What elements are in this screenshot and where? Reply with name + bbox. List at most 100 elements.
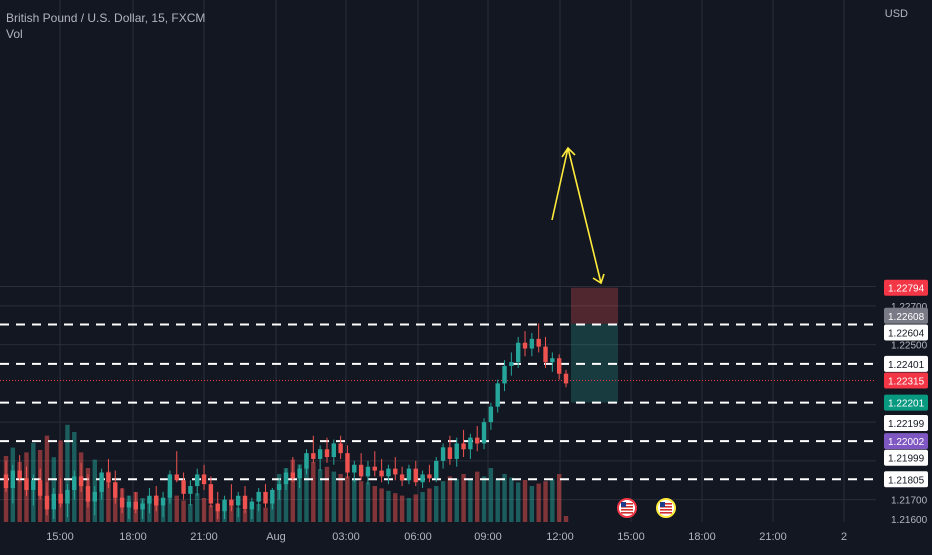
volume-bar (331, 471, 337, 522)
volume-bar (515, 482, 521, 522)
candle-body (304, 453, 309, 469)
candle-body (379, 470, 384, 477)
candle-body (536, 338, 541, 347)
level-price-label-box (884, 414, 928, 431)
candle-body (174, 474, 179, 481)
candle-body (488, 406, 494, 423)
candle-body (3, 474, 9, 489)
candle-body (543, 346, 548, 363)
volume-bar (317, 469, 323, 522)
time-tick-label: 12:00 (546, 531, 574, 543)
price-tick-label: 1.21600 (891, 515, 928, 526)
candle-body (78, 476, 84, 487)
time-tick-label: 2 (841, 531, 847, 543)
candle-body (201, 474, 207, 485)
volume-bar (256, 504, 261, 522)
level-price-label: 1.21805 (888, 475, 925, 486)
volume-bar (454, 478, 459, 522)
price-axis[interactable]: 1.228001.227001.225001.221001.219001.217… (876, 0, 932, 550)
candle-body (208, 484, 214, 504)
flag-stripe (660, 512, 672, 514)
candle-body (58, 493, 63, 504)
candle-body (461, 443, 466, 450)
time-tick-label: 06:00 (404, 531, 432, 543)
volume-bar (543, 481, 548, 522)
forecast-arrow-up (551, 147, 569, 221)
current-price-label: 1.22315 (888, 377, 925, 388)
candle-body (427, 474, 432, 479)
candle-body (215, 503, 220, 512)
volume-bar (461, 474, 466, 522)
time-tick-label: 03:00 (332, 531, 360, 543)
candle-body (509, 362, 514, 366)
flag-stripe (660, 509, 672, 511)
candle-body (447, 447, 453, 459)
volume-bar (495, 478, 500, 522)
forecast-arrows[interactable] (551, 146, 605, 285)
candle-body (140, 503, 145, 510)
volume-bar (420, 492, 425, 522)
volume-bar (563, 516, 569, 522)
candle-body (154, 495, 159, 506)
candle-body (99, 472, 104, 492)
candle-body (372, 466, 377, 471)
event-ring (617, 498, 637, 518)
flag-canton (660, 502, 665, 507)
stop-loss-price-label-box (884, 279, 928, 296)
us-flag-icon[interactable] (656, 498, 676, 518)
candle-body (386, 468, 391, 477)
flag-stripe (660, 503, 672, 505)
horizontal-levels[interactable] (0, 323, 876, 481)
candle-body (550, 358, 555, 363)
candle-body (317, 449, 323, 459)
candle-body (92, 491, 97, 502)
candle-body (324, 449, 330, 458)
level-price-label-box (884, 433, 928, 450)
forecast-arrow-down (567, 147, 602, 284)
candle-body (270, 489, 275, 504)
flag-stripe (621, 509, 633, 511)
economic-events[interactable] (617, 498, 676, 518)
volume-bar (488, 468, 494, 522)
time-tick-label: 09:00 (474, 531, 502, 543)
position-tool[interactable] (571, 287, 618, 403)
volume-bar (434, 486, 439, 522)
volume-bar (413, 494, 418, 522)
candle-body (17, 470, 22, 479)
candle-body (235, 495, 241, 506)
volume-bar (44, 435, 50, 522)
level-price-label: 1.22401 (888, 360, 925, 371)
volume-bar (556, 474, 562, 522)
candle-body (358, 464, 364, 477)
candle-body (167, 474, 173, 498)
volume-bar (475, 471, 480, 522)
symbol-title: British Pound / U.S. Dollar, 15, FXCM (6, 11, 206, 25)
candle-body (406, 468, 412, 481)
candle-body (454, 443, 459, 459)
candle-body (290, 472, 296, 479)
time-tick-label: Aug (266, 531, 286, 543)
candle-body (475, 437, 480, 444)
volume-bar (263, 507, 268, 522)
volume-bar (283, 468, 289, 522)
candle-body (133, 501, 138, 510)
candle-body (420, 474, 425, 483)
volume-bar (338, 474, 343, 522)
time-axis[interactable]: 15:00 18:00 21:00 Aug 03:00 06:00 09:00 12:00 15… (0, 522, 876, 550)
entry-price-label: 1.22608 (888, 312, 925, 323)
volume-bar (468, 480, 473, 522)
candle-body (495, 383, 500, 407)
volume-bar (393, 493, 398, 522)
candle-body (147, 495, 152, 504)
volume-bar (201, 498, 207, 522)
level-price-label: 1.22604 (888, 329, 925, 340)
volume-bar (290, 459, 296, 522)
volume-bar (345, 476, 350, 522)
volume-bar (324, 466, 330, 522)
flag-stripe (621, 506, 633, 508)
us-flag-icon[interactable] (617, 498, 637, 518)
volume-bar (440, 481, 446, 522)
flag-canton (621, 502, 626, 507)
